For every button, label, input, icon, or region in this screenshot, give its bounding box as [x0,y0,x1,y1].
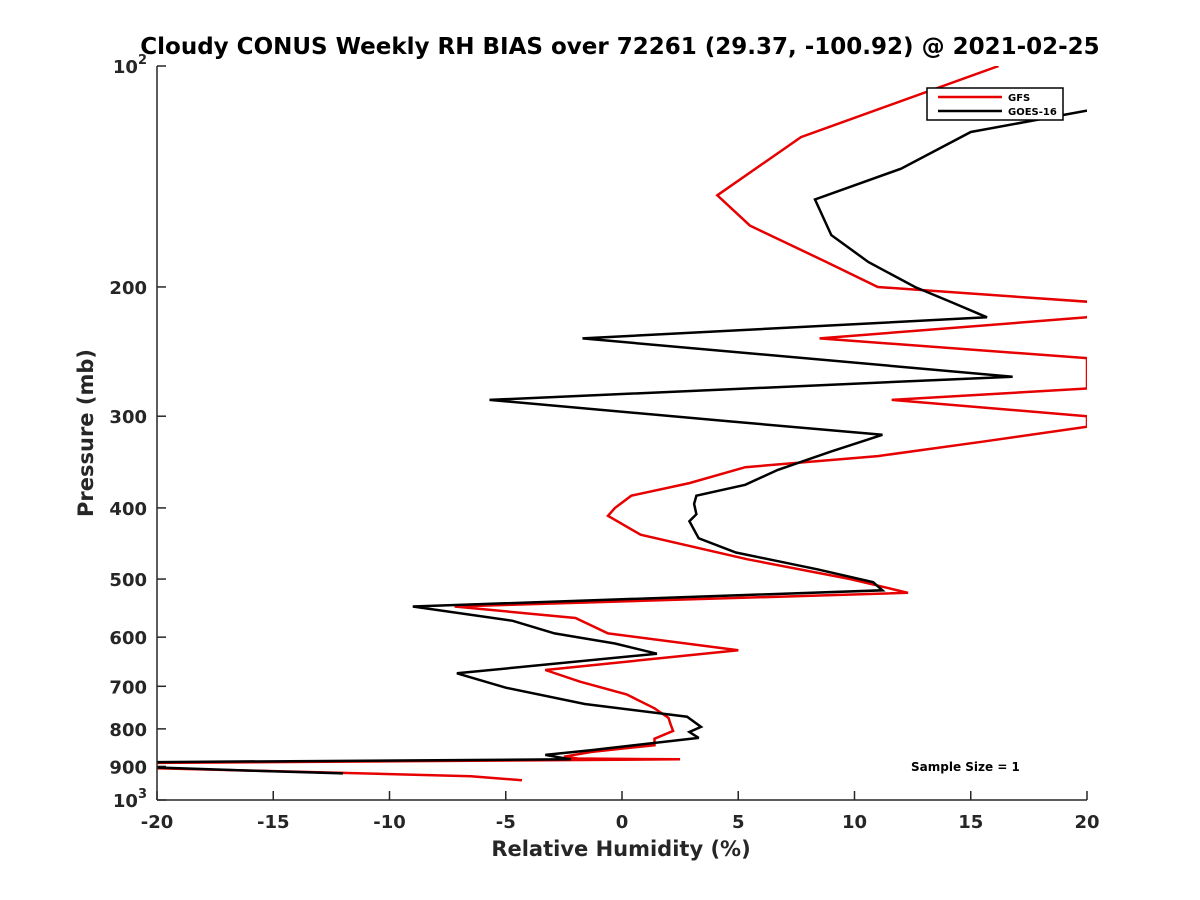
series-layer [157,66,1087,782]
y-tick-label: 400 [109,499,147,520]
x-tick-label: -5 [496,812,516,833]
sample-size-annotation: Sample Size = 1 [911,760,1020,774]
legend-box [926,87,1064,121]
series-line-gfs [157,66,1087,782]
x-tick-label: -10 [373,812,406,833]
y-tick-label: 600 [109,628,147,649]
y-tick-label: 200 [109,278,147,299]
y-tick-label: 103 [113,787,147,812]
legend-label-goes16: GOES-16 [1008,107,1057,118]
legend-label-gfs: GFS [1008,93,1030,104]
x-tick-label: -20 [141,812,174,833]
plot-area [157,66,1087,800]
y-tick-label: 900 [109,757,147,778]
y-tick-label: 300 [109,407,147,428]
x-tick-label: 5 [732,812,745,833]
y-tick-label: 700 [109,677,147,698]
x-axis-label: Relative Humidity (%) [491,837,750,861]
x-tick-label: 20 [1074,812,1099,833]
y-tick-label: 500 [109,570,147,591]
y-axis-label: Pressure (mb) [74,349,98,517]
series-line-goes16 [157,109,1087,775]
x-tick-label: 15 [958,812,983,833]
x-tick-label: -15 [257,812,290,833]
chart-title: Cloudy CONUS Weekly RH BIAS over 72261 (… [140,34,1099,60]
y-axis-ticks: 102 200 300 400 500 600 700 800 900 103 [109,53,166,812]
x-tick-label: 0 [616,812,629,833]
legend: GFS GOES-16 [926,87,1064,121]
x-tick-label: 10 [842,812,867,833]
x-axis-ticks: -20 -15 -10 -5 0 5 10 15 20 [141,791,1100,833]
y-tick-label: 800 [109,720,147,741]
y-tick-label: 102 [113,53,147,78]
